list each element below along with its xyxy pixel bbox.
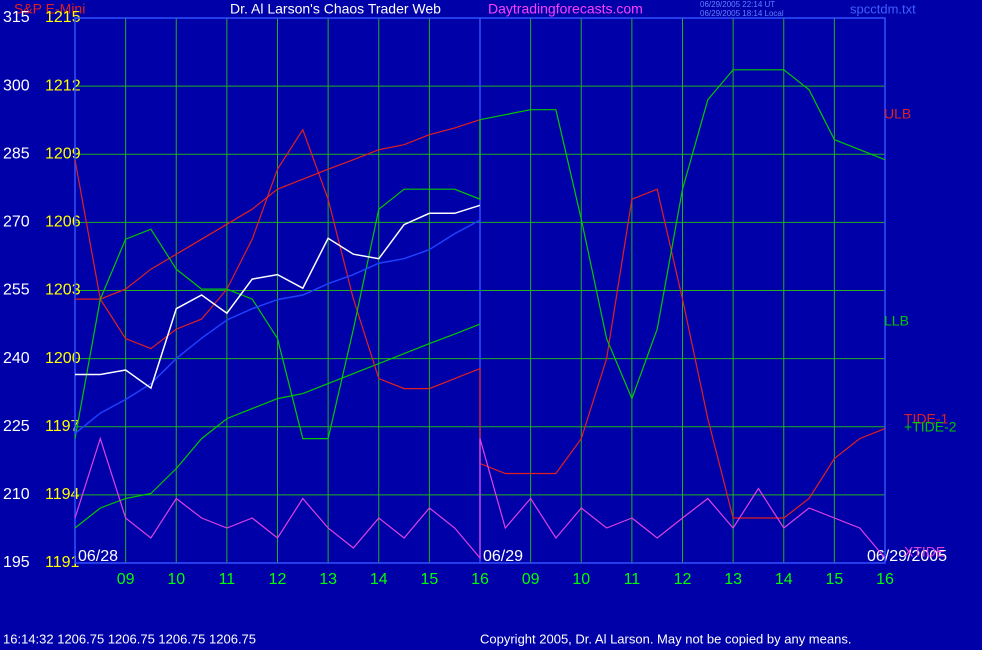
legend-label: TIDE-1 [904, 411, 949, 427]
y2-tick-label: 1209 [45, 145, 81, 162]
x-tick-label: 14 [775, 571, 793, 588]
status: 16:14:32 1206.75 1206.75 1206.75 1206.75 [3, 631, 256, 646]
x-tick-label: 09 [117, 571, 135, 588]
x-tick-label: 11 [624, 571, 641, 588]
y-tick-label: 240 [3, 350, 30, 367]
x-tick-label: 10 [167, 571, 185, 588]
legend-label: LLB [884, 313, 909, 329]
series-line [74, 436, 886, 560]
y2-tick-label: 1203 [45, 282, 81, 299]
y-tick-label: 285 [3, 145, 30, 162]
chart-title: Dr. Al Larson's Chaos Trader Web [230, 1, 441, 17]
x-tick-label: 12 [269, 571, 287, 588]
x-tick-label: 16 [471, 571, 489, 588]
x-tick-label: 13 [319, 571, 337, 588]
x-tick-label: 10 [572, 571, 590, 588]
y-tick-label: 315 [3, 9, 30, 26]
x-tick-label: 14 [370, 571, 388, 588]
y2-tick-label: 1191 [45, 554, 80, 571]
y2-tick-label: 1212 [45, 77, 81, 94]
legend-label: XTIDE [904, 544, 945, 560]
legend-label: ULB [884, 106, 911, 122]
copyright: Copyright 2005, Dr. Al Larson. May not b… [480, 631, 851, 646]
date-label: 06/29/2005 [867, 548, 947, 565]
timestamp: 06/29/2005 22:14 UT [700, 0, 775, 9]
plot-frame [74, 17, 886, 564]
symbol: S&P E-Mini [14, 1, 85, 17]
y-tick-label: 255 [3, 282, 30, 299]
legend-label: +TIDE-2 [904, 419, 957, 435]
timestamp: 06/29/2005 18:14 Local [700, 9, 784, 18]
x-tick-label: 11 [219, 571, 236, 588]
x-tick-label: 12 [674, 571, 692, 588]
y-tick-label: 225 [3, 418, 30, 435]
y2-tick-label: 1206 [45, 214, 81, 231]
y-tick-label: 270 [3, 214, 30, 231]
x-tick-label: 15 [420, 571, 438, 588]
website: Daytradingforecasts.com [488, 1, 643, 17]
file-name: spcctdm.txt [850, 1, 916, 16]
series-line [74, 219, 481, 435]
y2-tick-label: 1200 [45, 350, 81, 367]
y-tick-label: 210 [3, 486, 30, 503]
series-line [74, 69, 886, 440]
y2-tick-label: 1194 [45, 486, 80, 503]
y2-tick-label: 1215 [45, 9, 81, 26]
x-tick-label: 09 [522, 571, 540, 588]
date-label: 06/29 [483, 548, 523, 565]
series-line [75, 119, 481, 300]
y2-tick-label: 1197 [45, 418, 80, 435]
series-line [74, 323, 481, 529]
x-tick-label: 16 [876, 571, 894, 588]
y-tick-label: 300 [3, 77, 30, 94]
series-line [75, 204, 481, 390]
x-tick-label: 15 [825, 571, 843, 588]
x-tick-label: 13 [724, 571, 742, 588]
date-label: 06/28 [78, 548, 118, 565]
y-tick-label: 195 [3, 554, 30, 571]
